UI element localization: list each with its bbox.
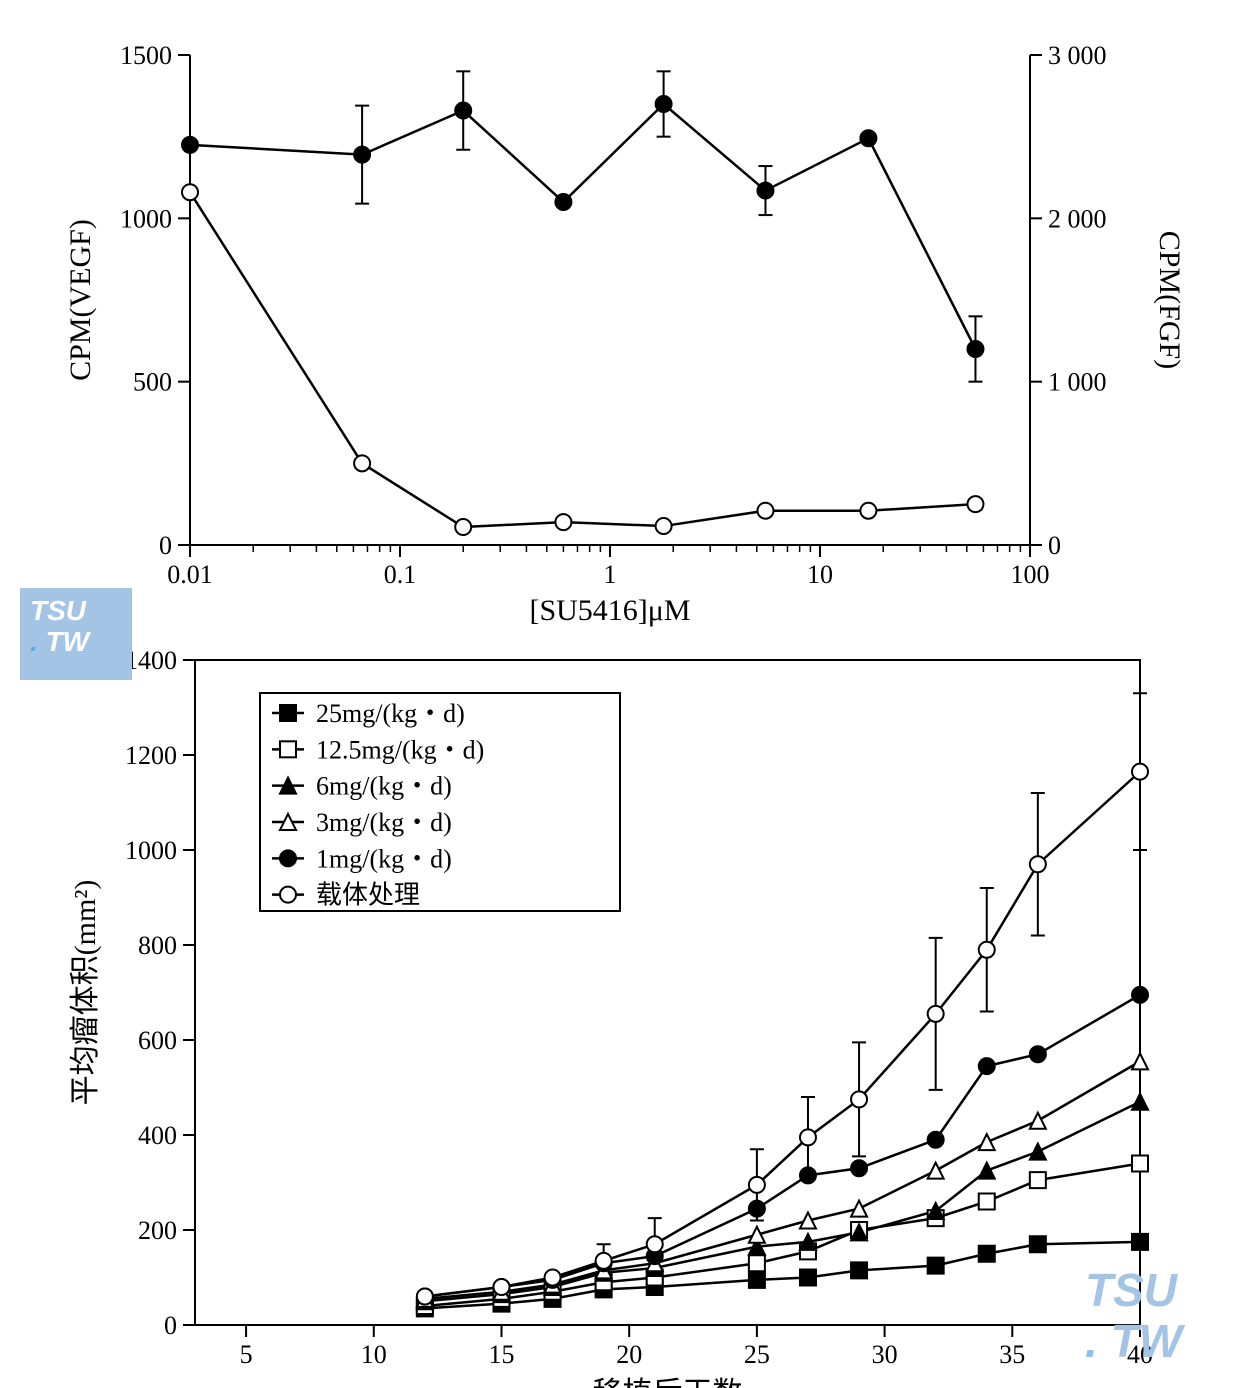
svg-text:3 000: 3 000 [1048,41,1107,70]
svg-text:1: 1 [604,560,617,589]
svg-text:0: 0 [1048,531,1061,560]
svg-text:1400: 1400 [125,646,177,675]
svg-text:500: 500 [133,368,172,397]
svg-text:平均瘤体积(mm²): 平均瘤体积(mm²) [69,880,102,1106]
figure-container: 0.010.1110100[SU5416]μM050010001500CPM(V… [0,0,1240,1388]
svg-text:25: 25 [744,1340,770,1369]
svg-text:10: 10 [361,1340,387,1369]
svg-text:3mg/(kg・d): 3mg/(kg・d) [316,808,452,837]
svg-text:1000: 1000 [125,836,177,865]
svg-text:0: 0 [164,1311,177,1340]
watermark-box: TSU. TW [20,588,132,680]
svg-text:移植后天数: 移植后天数 [593,1377,743,1388]
svg-text:15: 15 [488,1340,514,1369]
svg-text:1mg/(kg・d): 1mg/(kg・d) [316,844,452,873]
svg-text:30: 30 [872,1340,898,1369]
svg-text:600: 600 [138,1026,177,1055]
svg-text:400: 400 [138,1121,177,1150]
svg-text:[SU5416]μM: [SU5416]μM [529,594,690,627]
svg-text:2 000: 2 000 [1048,204,1107,233]
svg-text:1000: 1000 [120,204,172,233]
svg-text:20: 20 [616,1340,642,1369]
svg-text:1200: 1200 [125,741,177,770]
svg-text:载体处理: 载体处理 [316,881,420,910]
svg-text:5: 5 [240,1340,253,1369]
svg-text:100: 100 [1011,560,1050,589]
svg-text:0.1: 0.1 [384,560,417,589]
svg-text:0.01: 0.01 [167,560,213,589]
svg-text:1 000: 1 000 [1048,368,1107,397]
svg-text:CPM(FGF): CPM(FGF) [1153,231,1186,369]
chart-bottom: 510152025303540移植后天数02004006008001000120… [69,646,1153,1388]
chart-top: 0.01 0.1 1 10 100 [SU5416]μM 0 500 1000 1500 CPM(V… [64,41,1186,627]
svg-text:12.5mg/(kg・d): 12.5mg/(kg・d) [316,735,484,764]
svg-text:200: 200 [138,1216,177,1245]
svg-text:35: 35 [999,1340,1025,1369]
svg-text:0: 0 [159,531,172,560]
svg-text:800: 800 [138,931,177,960]
watermark-text: TSU. TW [1085,1265,1182,1366]
figure-svg: 0.010.1110100[SU5416]μM050010001500CPM(V… [0,0,1240,1388]
svg-text:10: 10 [807,560,833,589]
svg-text:25mg/(kg・d): 25mg/(kg・d) [316,699,465,728]
svg-text:CPM(VEGF): CPM(VEGF) [64,219,97,381]
svg-text:6mg/(kg・d): 6mg/(kg・d) [316,772,452,801]
svg-text:1500: 1500 [120,41,172,70]
